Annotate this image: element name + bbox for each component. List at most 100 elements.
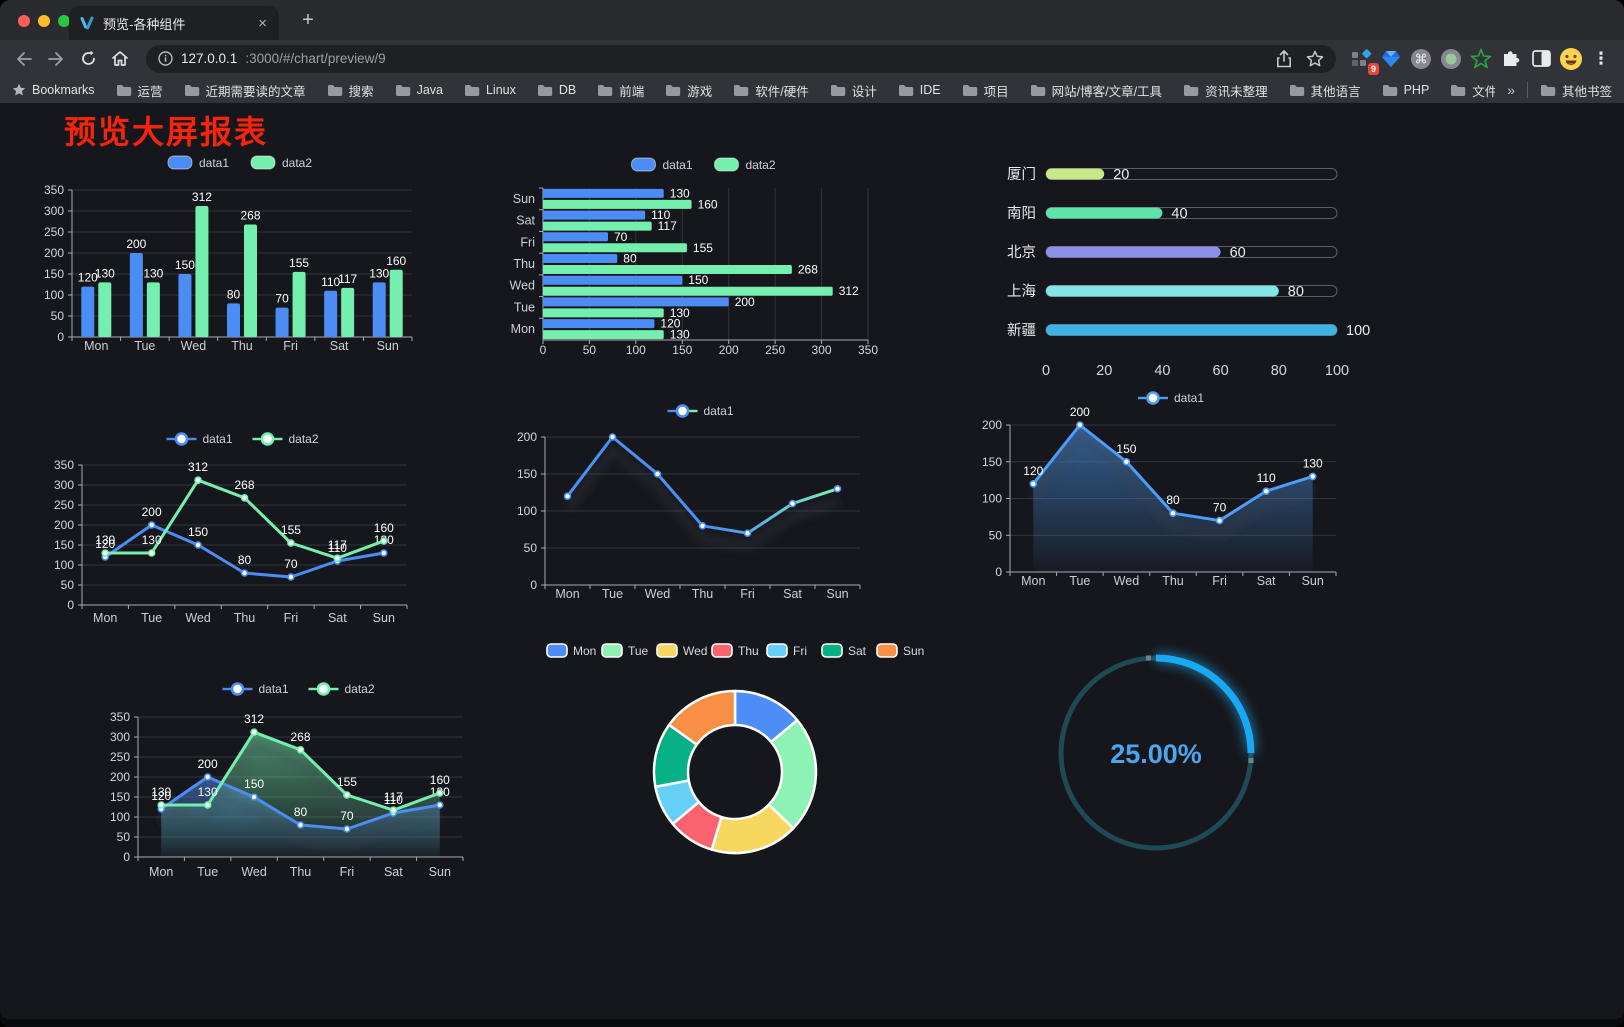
share-icon[interactable] [1276, 49, 1292, 68]
folder-icon [395, 84, 410, 96]
svg-text:data1: data1 [663, 158, 693, 172]
forward-button[interactable] [42, 46, 70, 72]
close-window-button[interactable] [18, 15, 30, 27]
green-star-icon[interactable] [1468, 46, 1494, 72]
svg-text:120: 120 [95, 537, 115, 551]
command-icon[interactable]: ⌘ [1408, 46, 1434, 72]
record-icon[interactable] [1438, 46, 1464, 72]
chart-area-two-series[interactable]: 0 50 100 150 200 250 300 350 Mon Tue Wed Thu Fri Sat S… [95, 675, 507, 893]
svg-text:200: 200 [110, 770, 130, 784]
svg-text:Sat: Sat [330, 339, 349, 353]
chart-canvas-line-gradient[interactable]: 0 50 100 150 200 Mon Tue Wed Thu Fri Sat Sun data1 [500, 398, 892, 616]
svg-text:312: 312 [244, 712, 264, 726]
bookmark-folder[interactable]: 游戏 [665, 81, 712, 100]
bookmark-folder[interactable]: 资讯未整理 [1183, 81, 1268, 100]
other-bookmarks[interactable]: 其他书签 [1540, 81, 1612, 100]
site-info-icon[interactable] [158, 51, 173, 66]
browser-tab[interactable]: 预览-各种组件 × [69, 6, 279, 40]
gem-icon[interactable] [1378, 46, 1404, 72]
svg-text:130: 130 [95, 533, 115, 547]
chart-line-two-series[interactable]: 0 50 100 150 200 250 300 350 Mon Tue Wed Thu Fri Sat S… [30, 425, 460, 640]
bookmark-folder[interactable]: 网站/博客/文章/工具 [1030, 81, 1162, 100]
svg-text:data2: data2 [345, 682, 375, 696]
reload-button[interactable] [74, 46, 102, 72]
bookmark-folder[interactable]: 其他语言 [1289, 81, 1361, 100]
bookmark-folder[interactable]: DB [537, 83, 576, 97]
chart-canvas-area-two-series[interactable]: 0 50 100 150 200 250 300 350 Mon Tue Wed Thu Fri Sat S… [95, 675, 507, 893]
svg-text:100: 100 [110, 810, 130, 824]
svg-text:117: 117 [338, 272, 357, 286]
bookmarks-overflow-chevron[interactable]: » [1507, 82, 1515, 98]
page-title: 预览大屏报表 [64, 114, 269, 150]
extension-grid-icon[interactable]: 9 [1348, 46, 1379, 75]
puzzle-icon[interactable] [1498, 46, 1524, 72]
back-button[interactable] [10, 46, 38, 72]
chart-grouped-bar[interactable]: 0 50 100 150 200 250 300 350 Mon Tue Wed Thu Fri Sat S… [30, 148, 460, 368]
svg-text:200: 200 [198, 757, 218, 771]
chart-canvas-grouped-bar[interactable]: 0 50 100 150 200 250 300 350 Mon Tue Wed Thu Fri Sat S… [30, 148, 460, 368]
svg-text:100: 100 [1346, 323, 1370, 339]
bookmark-folder[interactable]: 搜索 [327, 81, 374, 100]
chart-city-progress[interactable]: 厦门 20 南阳 40 北京 60 上海 80 新疆 100 0 20 40 60 80 100 [990, 150, 1382, 395]
bookmark-folder[interactable]: 文件服务器 [1450, 81, 1495, 100]
url-path: :3000/#/chart/preview/9 [245, 51, 386, 66]
svg-text:150: 150 [244, 777, 264, 791]
chart-canvas-percent-gauge[interactable]: 25.00% [1048, 645, 1268, 865]
bookmark-folder[interactable]: 项目 [962, 81, 1009, 100]
bookmark-folder[interactable]: 设计 [830, 81, 877, 100]
svg-text:130: 130 [95, 266, 115, 280]
svg-text:200: 200 [719, 343, 739, 357]
chart-weekday-doughnut[interactable]: Mon Tue Wed Thu Fri Sat Sun [546, 635, 940, 875]
chart-percent-gauge[interactable]: 25.00% [1048, 645, 1268, 865]
sidebar-icon[interactable] [1528, 46, 1554, 72]
chart-canvas-city-progress-capsules[interactable]: 厦门 20 南阳 40 北京 60 上海 80 新疆 100 0 20 40 60 80 100 [990, 150, 1382, 395]
svg-text:50: 50 [989, 528, 1003, 542]
chart-canvas-line-two-series[interactable]: 0 50 100 150 200 250 300 350 Mon Tue Wed Thu Fri Sat S… [30, 425, 460, 640]
svg-text:data1: data1 [704, 404, 734, 418]
chart-line-gradient[interactable]: 0 50 100 150 200 Mon Tue Wed Thu Fri Sat Sun data1 [500, 398, 892, 616]
svg-text:80: 80 [238, 553, 252, 567]
bookmark-folder[interactable]: 前端 [597, 81, 644, 100]
svg-text:Mon: Mon [84, 339, 108, 353]
bookmarks-root[interactable]: Bookmarks [12, 83, 95, 97]
home-button[interactable] [106, 46, 134, 72]
svg-text:130: 130 [1303, 456, 1323, 470]
url-bar[interactable]: 127.0.0.1 :3000/#/chart/preview/9 [146, 44, 1336, 73]
svg-text:20: 20 [1096, 363, 1112, 379]
svg-text:200: 200 [735, 295, 755, 309]
bookmark-folder[interactable]: PHP [1382, 83, 1429, 97]
bookmark-folder[interactable]: 近期需要读的文章 [184, 81, 306, 100]
chart-canvas-area-single[interactable]: 0 50 100 150 200 Mon Tue Wed Thu Fri Sat Sun 120 200 1… [980, 388, 1360, 603]
menu-icon[interactable]: ⋮ [1592, 48, 1610, 68]
svg-text:Mon: Mon [1021, 574, 1045, 588]
svg-text:70: 70 [1213, 501, 1227, 515]
chart-area-single[interactable]: 0 50 100 150 200 Mon Tue Wed Thu Fri Sat Sun 120 200 1… [980, 388, 1360, 603]
zoom-window-button[interactable] [58, 15, 70, 27]
svg-text:100: 100 [517, 504, 537, 518]
svg-text:200: 200 [126, 237, 146, 251]
new-tab-button[interactable]: + [302, 8, 314, 31]
svg-text:130: 130 [670, 186, 690, 200]
chart-grouped-bar-horizontal[interactable]: 0 50 100 150 200 250 300 350 Sun 130 160 Sat 110 117 F… [500, 150, 892, 368]
bookmark-folder[interactable]: 软件/硬件 [733, 81, 809, 100]
bookmark-folder[interactable]: 运营 [116, 81, 163, 100]
svg-text:130: 130 [670, 306, 690, 320]
profile-avatar[interactable] [1558, 46, 1584, 72]
bookmark-folder[interactable]: Linux [464, 83, 516, 97]
minimize-window-button[interactable] [38, 15, 50, 27]
chart-canvas-weekday-doughnut[interactable]: Mon Tue Wed Thu Fri Sat Sun [546, 635, 940, 875]
bookmark-folder[interactable]: IDE [898, 83, 941, 97]
bookmark-folder[interactable]: Java [395, 83, 443, 97]
svg-text:160: 160 [430, 773, 450, 787]
svg-text:110: 110 [1257, 471, 1276, 485]
svg-text:Tue: Tue [134, 339, 155, 353]
svg-text:350: 350 [110, 710, 130, 724]
svg-text:150: 150 [175, 258, 195, 272]
tab-close-icon[interactable]: × [258, 14, 267, 32]
svg-text:50: 50 [61, 578, 75, 592]
svg-text:268: 268 [290, 730, 310, 744]
bookmark-star-icon[interactable] [1306, 50, 1324, 67]
svg-text:Mon: Mon [573, 644, 596, 658]
svg-text:Wed: Wed [645, 587, 671, 601]
